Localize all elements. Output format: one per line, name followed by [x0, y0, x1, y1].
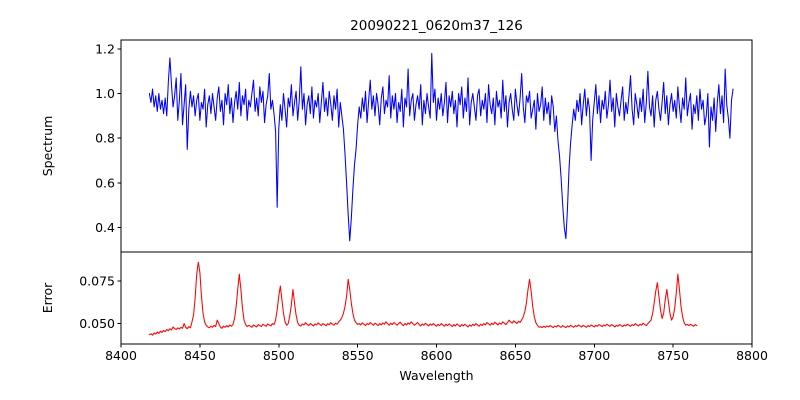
spectrum-axes-frame: [120, 39, 753, 253]
xtick-label-8600: 8600: [421, 348, 453, 363]
error-trace-group: [148, 261, 698, 336]
xtick-label-8400: 8400: [105, 348, 137, 363]
spectrum-ytick-label-0.4: 0.4: [95, 220, 115, 235]
error-data-line: [148, 261, 698, 336]
spectrum-yaxis-label: Spectrum: [40, 116, 55, 177]
error-ytick-label-0.050: 0.050: [79, 316, 115, 331]
spectrum-ytick-label-0.8: 0.8: [95, 131, 115, 146]
spectrum-trace-group: [148, 52, 734, 242]
spectrum-ytick-label-1.0: 1.0: [95, 86, 115, 101]
xtick-label-8800: 8800: [736, 348, 768, 363]
xtick-label-8550: 8550: [342, 348, 374, 363]
spectrum-ytick-label-1.2: 1.2: [95, 41, 115, 56]
spectrum-ytick-label-0.6: 0.6: [95, 175, 115, 190]
xaxis-label: Wavelength: [399, 368, 473, 383]
figure-title: 20090221_0620m37_126: [350, 18, 523, 34]
error-ytick-label-0.075: 0.075: [79, 273, 115, 288]
xtick-label-8500: 8500: [263, 348, 295, 363]
xtick-label-8650: 8650: [499, 348, 531, 363]
spectrum-data-line: [148, 52, 734, 242]
error-axes-frame: [120, 251, 753, 345]
xtick-label-8450: 8450: [184, 348, 216, 363]
xtick-label-8700: 8700: [578, 348, 610, 363]
error-yaxis-label: Error: [40, 282, 55, 313]
xtick-label-8750: 8750: [657, 348, 689, 363]
